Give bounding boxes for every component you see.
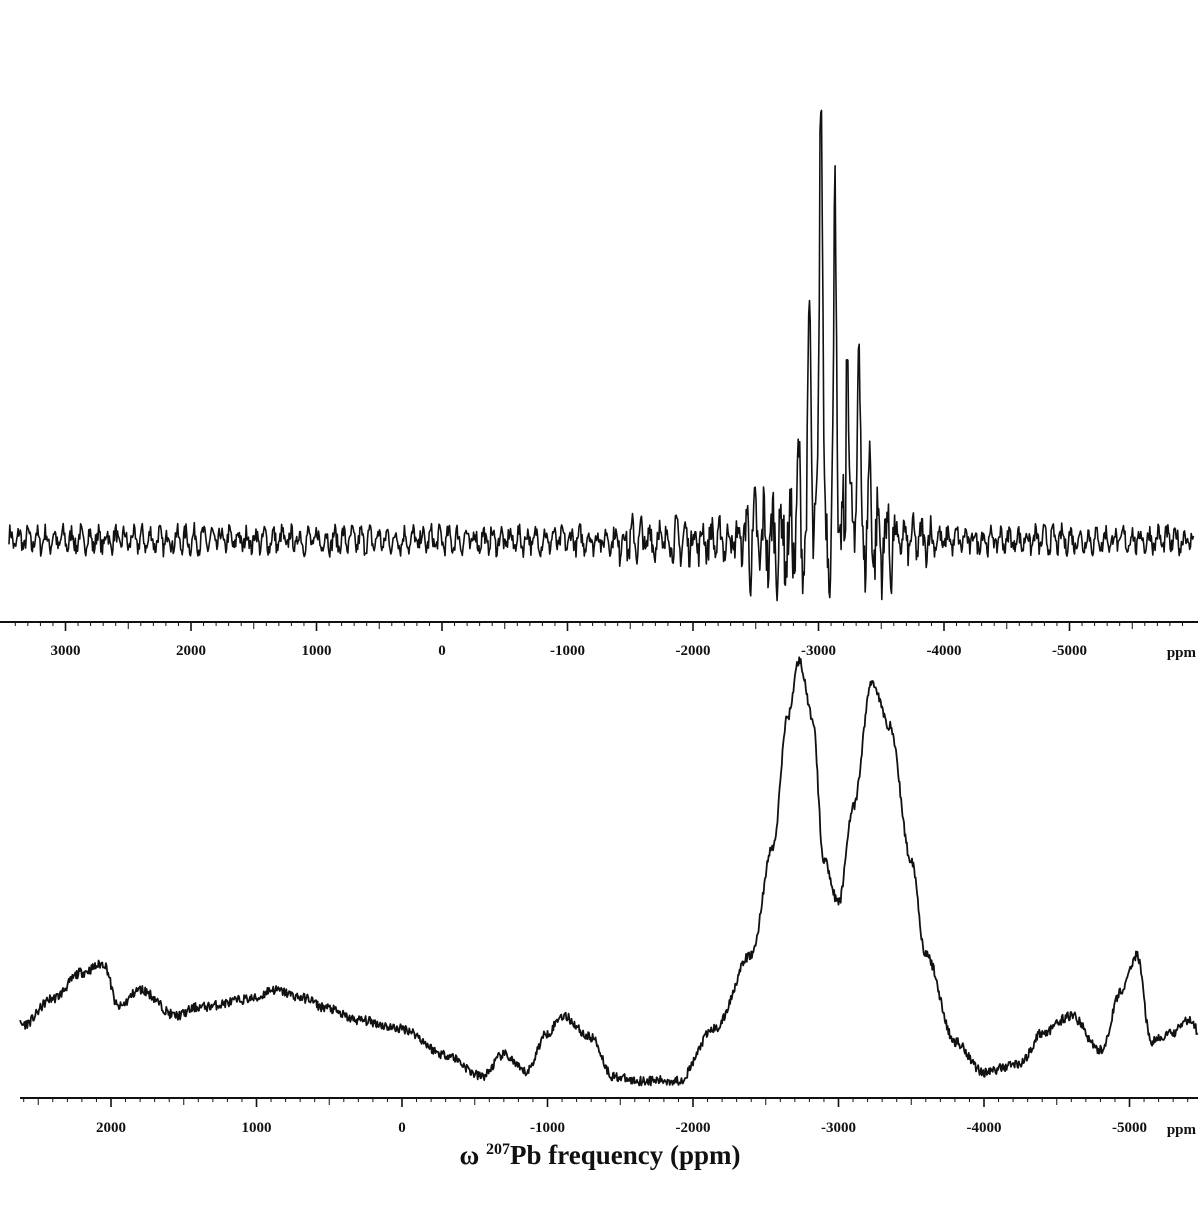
- bottom-tick-label: 1000: [242, 1120, 272, 1136]
- bottom-tick-label: -3000: [821, 1120, 856, 1136]
- x-axis-title: ω 207Pb frequency (ppm): [0, 1140, 1200, 1171]
- top-tick-label: 3000: [51, 643, 81, 659]
- top-tick-label: 0: [438, 643, 446, 659]
- top-tick-label: -5000: [1052, 643, 1087, 659]
- top-series-line: [8, 109, 1195, 602]
- bottom-tick-label: 0: [398, 1120, 406, 1136]
- top-tick-label: -2000: [676, 643, 711, 659]
- top-spectrum-panel: 3000 2000 1000 0 -1000 -2000 -3000 -4000 -5000 pp…: [0, 109, 1198, 661]
- top-tick-label: -3000: [801, 643, 836, 659]
- bottom-tick-label: -2000: [676, 1120, 711, 1136]
- top-tick-label: -4000: [927, 643, 962, 659]
- x-axis-title-symbol: ω: [459, 1140, 486, 1170]
- bottom-x-unit-label: ppm: [1167, 1122, 1197, 1138]
- bottom-series-line: [19, 656, 1199, 1087]
- top-tick-label: 2000: [176, 643, 206, 659]
- top-x-unit-label: ppm: [1167, 645, 1197, 661]
- bottom-spectrum-panel: 3000200010000-1000-2000-3000-4000-5000pp…: [19, 656, 1199, 1138]
- top-tick-label: -1000: [550, 643, 585, 659]
- bottom-tick-label: -4000: [967, 1120, 1002, 1136]
- top-tick-label: 1000: [302, 643, 332, 659]
- bottom-tick-label: 2000: [96, 1120, 126, 1136]
- bottom-tick-label: -5000: [1112, 1120, 1147, 1136]
- bottom-tick-label: -1000: [530, 1120, 565, 1136]
- x-axis-title-isotope: 207: [485, 1141, 510, 1158]
- x-axis-title-text: Pb frequency (ppm): [509, 1140, 741, 1170]
